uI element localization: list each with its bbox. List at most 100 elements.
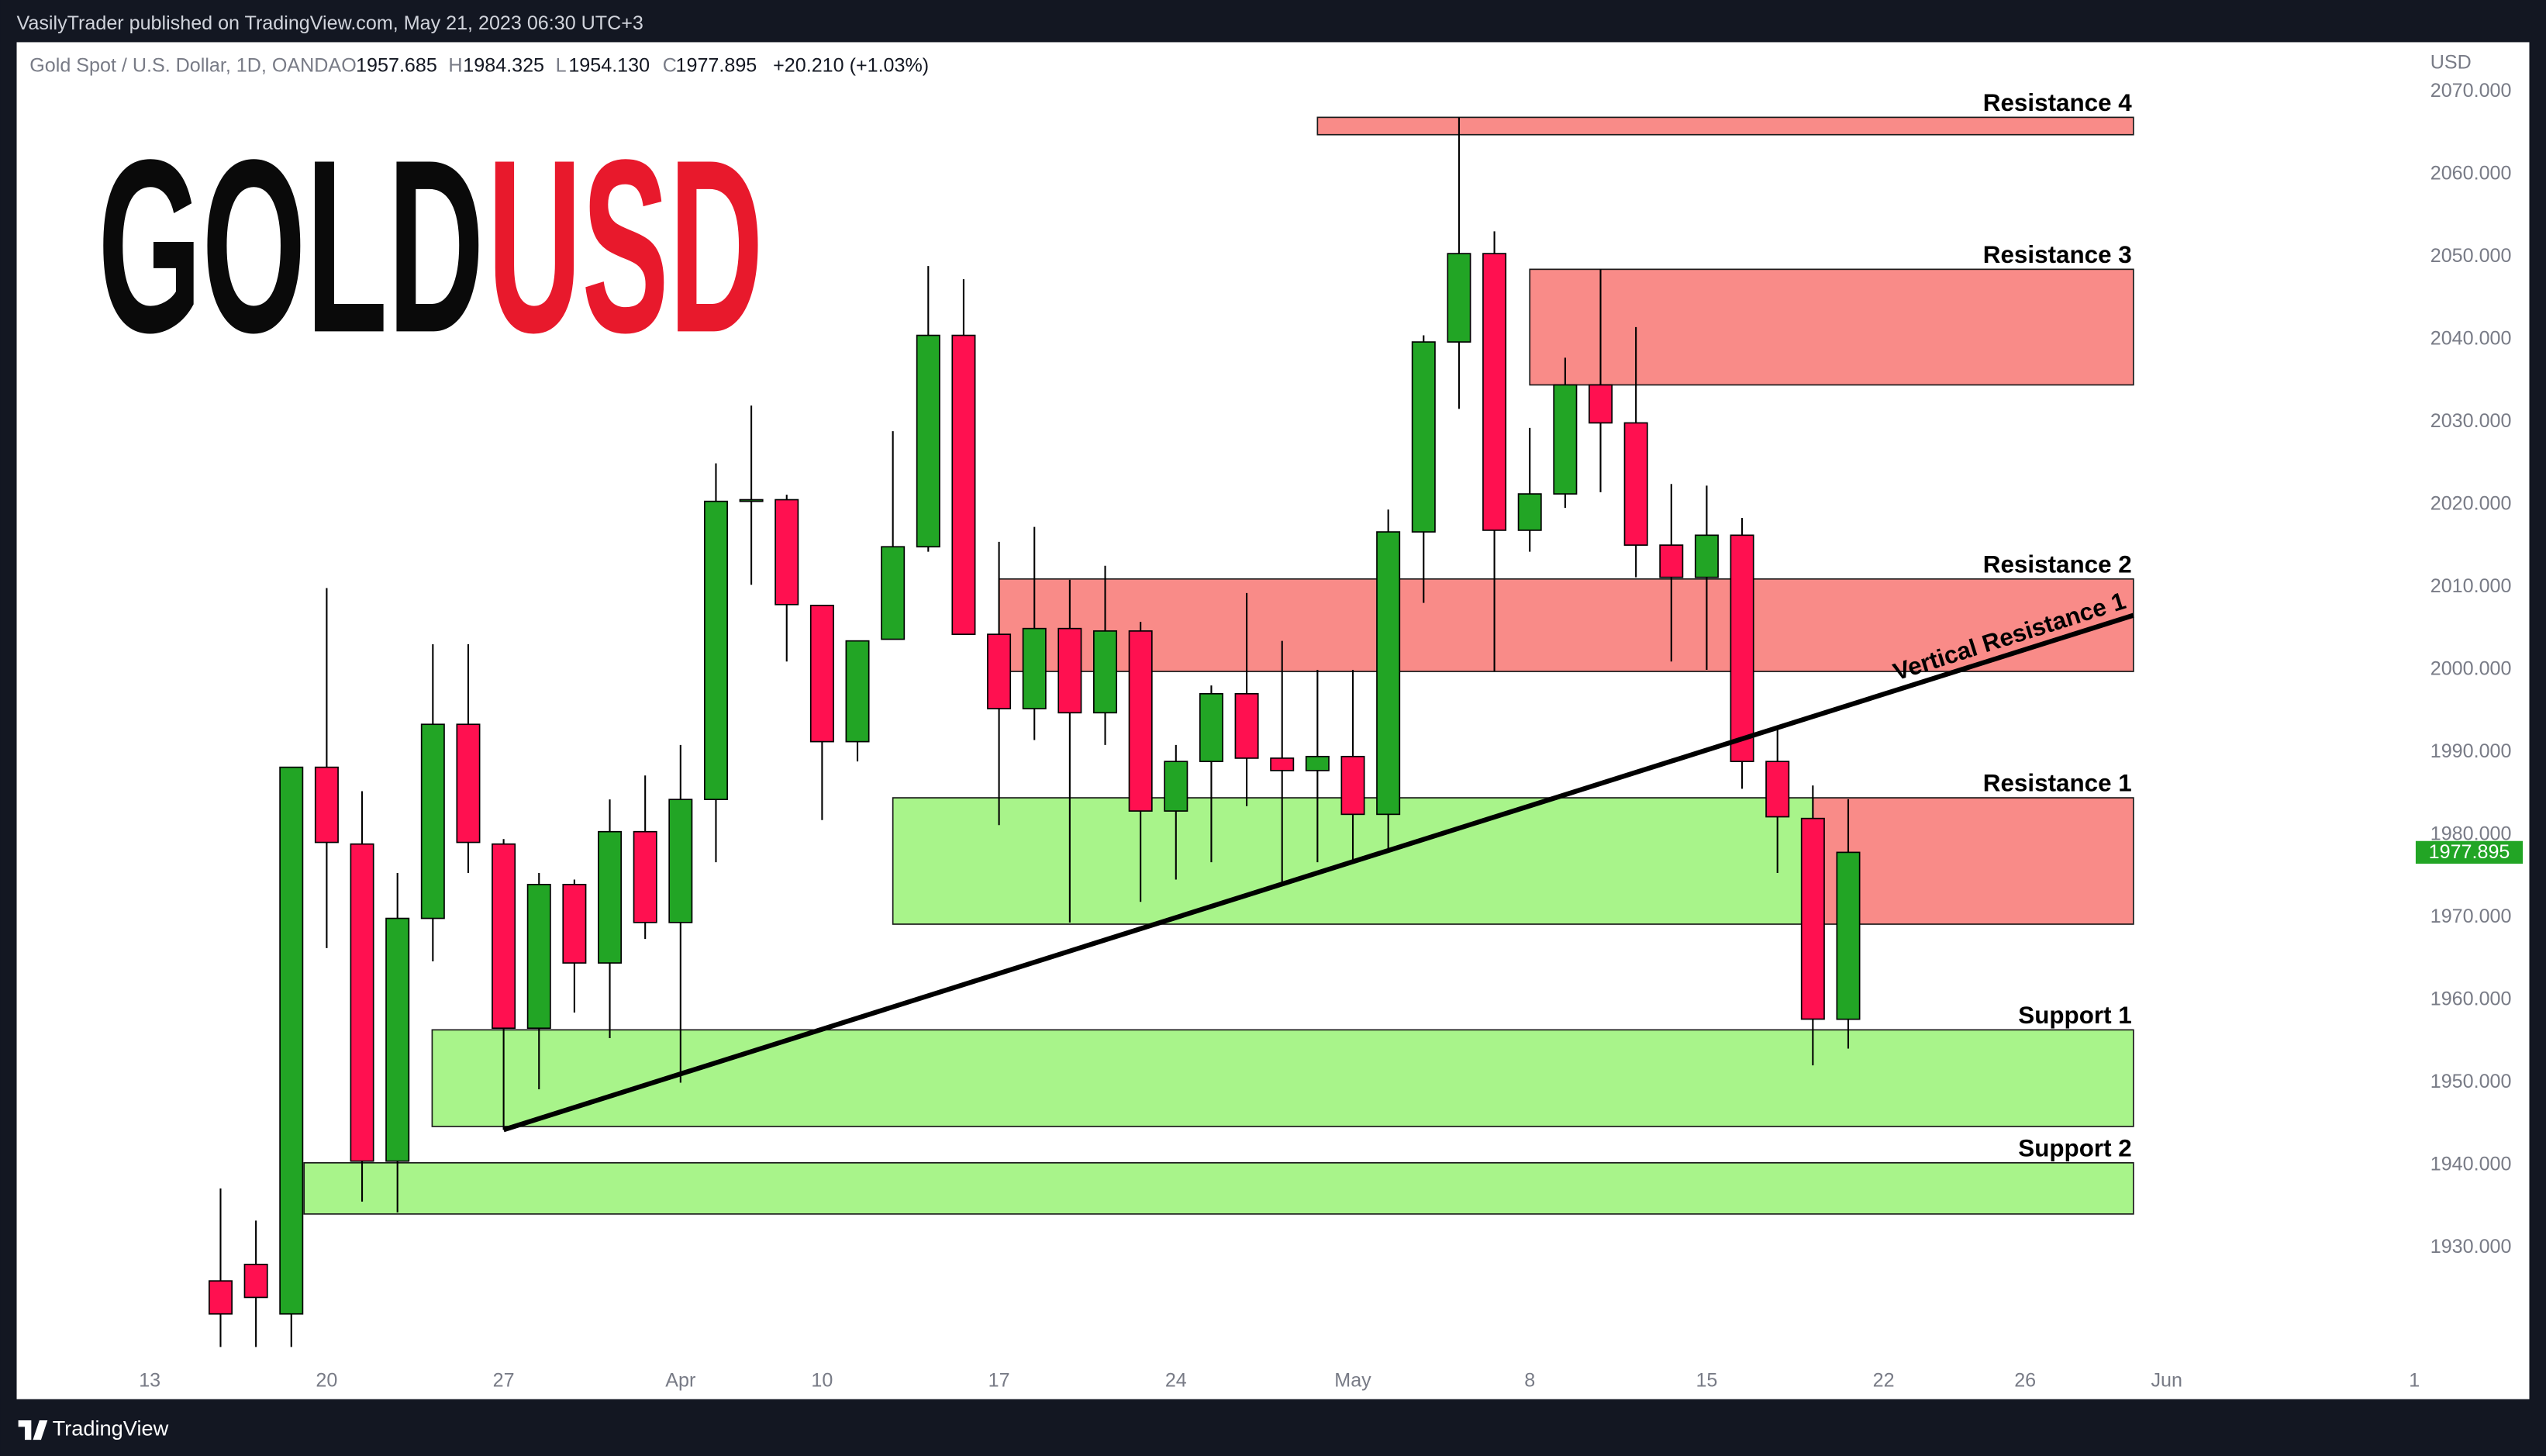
y-tick-label: 1960.000 — [2430, 988, 2512, 1010]
brand: TradingView — [53, 1416, 169, 1440]
candle-body — [243, 1264, 268, 1299]
candle-body — [881, 546, 906, 640]
symbol-legend: Gold Spot / U.S. Dollar, 1D, OANDA O 1957… — [29, 54, 929, 76]
candle-body — [1164, 761, 1188, 812]
zone — [998, 578, 2134, 672]
ohlc-key: C — [663, 54, 677, 76]
x-tick-label: 17 — [988, 1369, 1010, 1391]
candle-body — [279, 766, 304, 1315]
ohlc-key: O — [341, 54, 357, 76]
candle-body — [1234, 692, 1259, 759]
y-tick-label: 2020.000 — [2430, 493, 2512, 515]
candle-body — [1482, 253, 1507, 531]
candle-body — [492, 843, 516, 1030]
candle-body — [314, 766, 339, 844]
candle-body — [598, 830, 623, 964]
x-tick-label: 13 — [139, 1369, 160, 1391]
y-tick-label: 2070.000 — [2430, 80, 2512, 102]
candle-body — [1411, 341, 1436, 533]
candle-body — [562, 884, 587, 964]
symbol: Gold Spot / U.S. Dollar, 1D, OANDA — [29, 54, 341, 76]
candle-body — [1517, 493, 1542, 531]
ohlc-key: L — [556, 54, 567, 76]
ohlc-value: 1957.685 — [356, 54, 437, 76]
x-tick-label: 27 — [493, 1369, 515, 1391]
zone-label: Resistance 4 — [1983, 89, 2132, 116]
zone-label: Support 2 — [2018, 1134, 2132, 1161]
y-tick-label: 2060.000 — [2430, 162, 2512, 184]
x-tick-label: 26 — [2014, 1369, 2036, 1391]
currency: USD — [2430, 51, 2472, 73]
zone-label: Support 1 — [2018, 1002, 2132, 1029]
y-tick-label: 2010.000 — [2430, 575, 2512, 597]
candle-body — [1128, 630, 1153, 812]
candle-body — [703, 500, 728, 801]
candle-body — [1730, 534, 1754, 763]
candle-body — [1553, 384, 1578, 495]
candle-body — [350, 843, 374, 1162]
ohlc-value: 1977.895 — [676, 54, 757, 76]
zone-label: Resistance 2 — [1983, 550, 2132, 578]
candle-body — [774, 499, 799, 606]
x-tick-label: 22 — [1873, 1369, 1895, 1391]
change: +20.210 (+1.03%) — [773, 54, 929, 76]
candle-body — [1659, 544, 1684, 578]
zone — [1812, 797, 2134, 925]
y-tick-label: 2050.000 — [2430, 245, 2512, 267]
zone — [431, 1029, 2134, 1127]
candle-body — [1340, 755, 1365, 816]
y-tick-label: 1930.000 — [2430, 1236, 2512, 1258]
x-tick-label: May — [1334, 1369, 1371, 1391]
candle-body — [1836, 851, 1861, 1020]
candle-body — [1447, 253, 1471, 343]
x-tick-label: 24 — [1165, 1369, 1187, 1391]
candle-body — [526, 884, 551, 1030]
candle-body — [1057, 627, 1082, 714]
candle-body — [1022, 627, 1047, 709]
zone — [1316, 116, 2134, 136]
candle-body — [456, 723, 481, 844]
candle-body — [1800, 817, 1825, 1020]
last-price-tag — [2415, 840, 2524, 864]
candle-body — [420, 723, 445, 919]
candle-body — [1199, 692, 1223, 763]
candle-body — [1623, 422, 1648, 546]
brand-icon — [18, 1420, 48, 1440]
last-price: 1977.895 — [2429, 841, 2510, 863]
candle-body — [1305, 755, 1330, 771]
y-tick-label: 2040.000 — [2430, 328, 2512, 350]
zone-label: Resistance 3 — [1983, 241, 2132, 268]
candle-body — [951, 334, 976, 635]
y-tick-label: 2030.000 — [2430, 410, 2512, 432]
x-tick-label: Jun — [2151, 1369, 2182, 1391]
candle-body — [845, 640, 870, 743]
candle-body — [633, 830, 657, 923]
candle-body — [208, 1280, 233, 1315]
plot — [208, 116, 2134, 1347]
candle-body — [916, 334, 940, 548]
x-tick-label: 15 — [1696, 1369, 1717, 1391]
candle-body — [1694, 534, 1719, 578]
y-tick-label: 1950.000 — [2430, 1071, 2512, 1092]
candle-body — [1270, 757, 1295, 771]
candle-body — [739, 499, 764, 502]
zone — [303, 1161, 2134, 1215]
trendline — [502, 612, 2134, 1133]
candle-body — [385, 917, 410, 1162]
candle-body — [1765, 761, 1790, 818]
candle-body — [1093, 630, 1118, 714]
logo-left: GOLD — [98, 109, 484, 384]
y-tick-label: 1990.000 — [2430, 740, 2512, 762]
zone — [1529, 268, 2134, 386]
ohlc-value: 1984.325 — [463, 54, 544, 76]
x-tick-label: Apr — [665, 1369, 695, 1391]
ohlc-value: 1954.130 — [568, 54, 650, 76]
x-tick-label: 1 — [2409, 1369, 2420, 1391]
x-tick-label: 10 — [811, 1369, 833, 1391]
footer: TradingView — [18, 1416, 169, 1440]
y-tick-label: 1970.000 — [2430, 906, 2512, 927]
candle-body — [1589, 384, 1613, 424]
y-tick-label: 1940.000 — [2430, 1154, 2512, 1175]
